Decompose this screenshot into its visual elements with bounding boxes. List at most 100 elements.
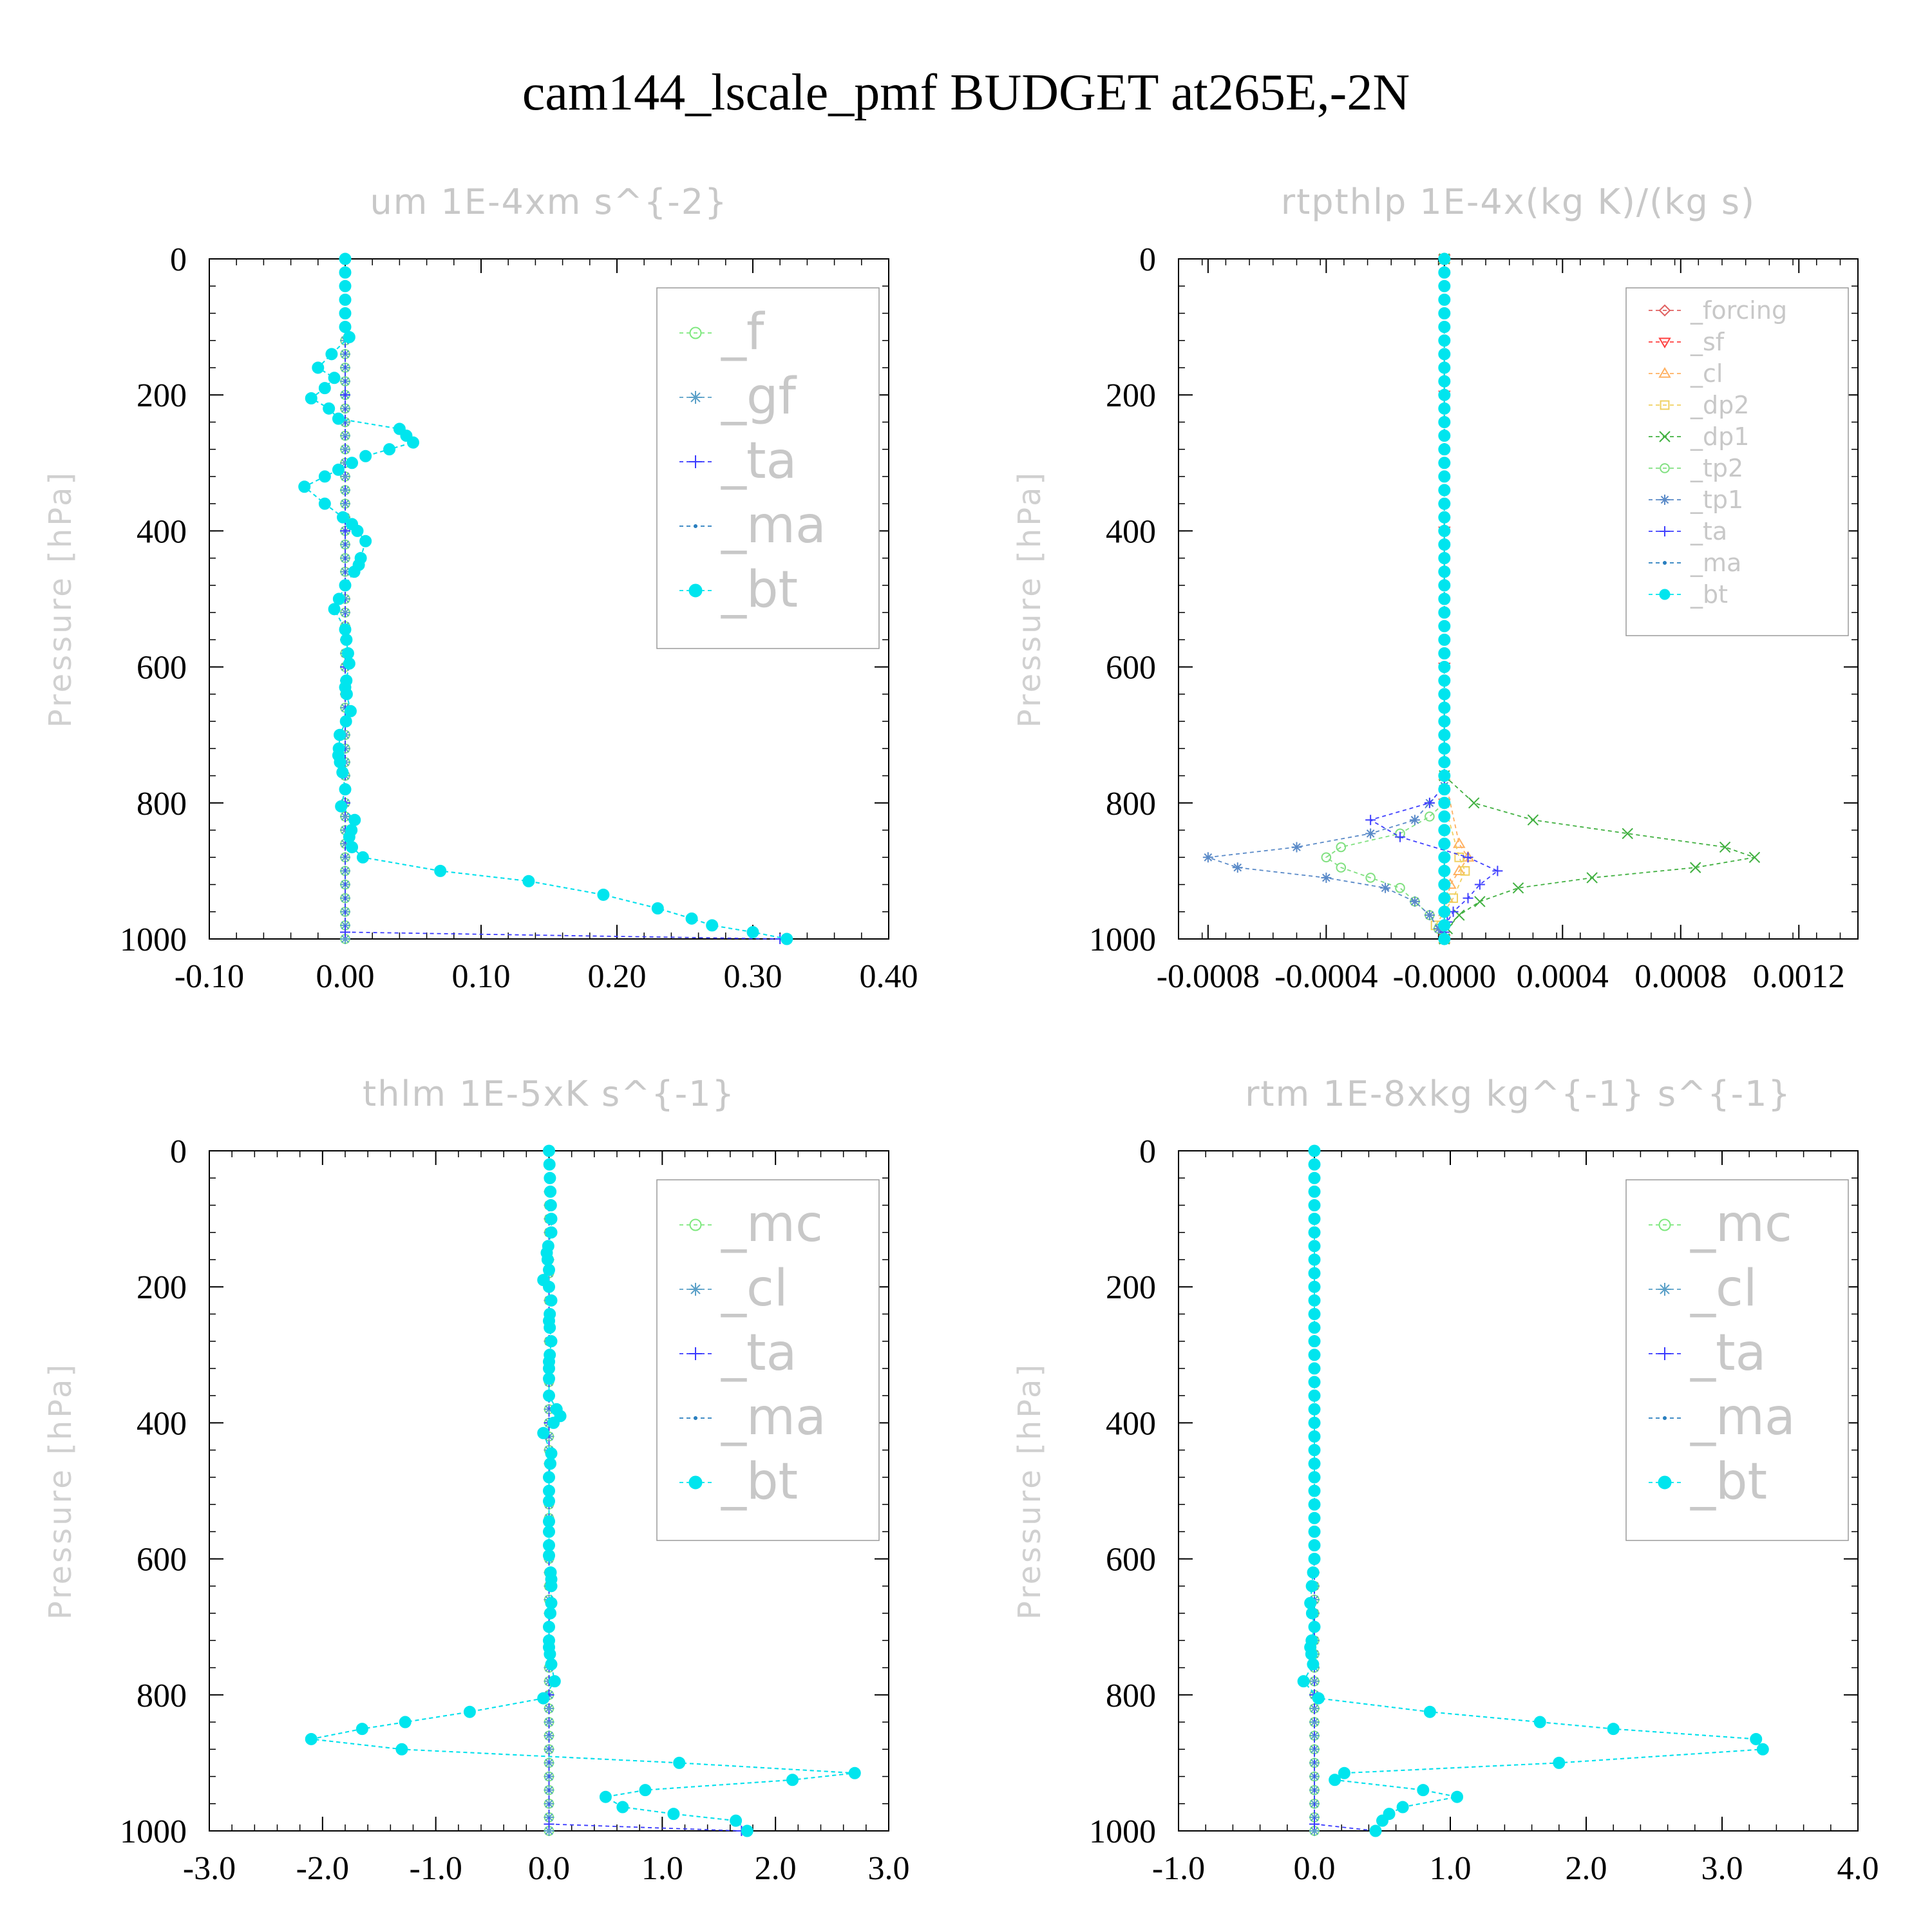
legend-label-ta: _ta xyxy=(721,432,797,490)
series-dp1-marker xyxy=(1749,852,1759,862)
legend-label-ta: _ta xyxy=(721,1324,797,1382)
series-bt-marker xyxy=(1309,1621,1320,1633)
series-bt-marker xyxy=(1439,851,1450,863)
series-bt-marker xyxy=(1424,1706,1435,1718)
series-bt-marker xyxy=(339,784,351,795)
series-tp1-marker xyxy=(1380,883,1390,893)
legend: _mc_cl_ta_ma_bt xyxy=(1626,1180,1848,1540)
series-bt-marker xyxy=(545,1199,556,1211)
series-bt-marker xyxy=(1309,1172,1320,1184)
series-bt-marker xyxy=(545,1567,556,1578)
series-bt-marker xyxy=(1439,729,1450,741)
series-bt-marker xyxy=(1439,348,1450,360)
x-tick-label: -0.10 xyxy=(175,958,244,995)
series-bt-marker xyxy=(343,658,355,669)
series-ta-marker xyxy=(1395,832,1405,842)
series-bt-marker xyxy=(1305,1597,1316,1609)
series-bt-marker xyxy=(1439,389,1450,401)
y-axis-label: Pressure [hPa] xyxy=(1012,470,1048,728)
series-bt-marker xyxy=(1439,471,1450,482)
legend-ma-marker xyxy=(694,1416,697,1420)
series-bt-marker xyxy=(339,267,351,278)
series-bt-marker xyxy=(1439,430,1450,442)
y-tick-label: 600 xyxy=(1106,650,1156,687)
series-bt-marker xyxy=(747,926,759,938)
series-bt-marker xyxy=(1309,1376,1320,1388)
series-bt-marker xyxy=(545,1580,557,1592)
chart-panel-3: thlm 1E-5xK s^{-1}Pressure [hPa]-3.0 -2.0… xyxy=(43,1074,910,1887)
x-tick-label: 4.0 xyxy=(1837,1850,1879,1887)
series-bt-marker xyxy=(1439,770,1450,782)
series-bt-marker xyxy=(1309,1145,1320,1157)
series-bt-marker xyxy=(1309,1431,1320,1443)
series-bt-marker xyxy=(341,688,352,700)
series-bt-marker xyxy=(384,444,395,455)
panel-title: thlm 1E-5xK s^{-1} xyxy=(363,1074,735,1114)
series-bt-marker xyxy=(706,920,718,931)
series-bt-marker xyxy=(464,1706,475,1718)
series-bt-marker xyxy=(686,913,697,924)
series-bt-marker xyxy=(1439,824,1450,836)
series-bt-marker xyxy=(328,603,340,615)
series-bt-marker xyxy=(401,430,412,442)
x-tick-label: 0.0004 xyxy=(1517,958,1609,995)
chart-panel-4: rtm 1E-8xkg kg^{-1} s^{-1}Pressure [hPa]… xyxy=(1012,1074,1879,1887)
series-bt-marker xyxy=(545,1658,557,1670)
series-bt-marker xyxy=(1439,335,1450,346)
series-bt-marker xyxy=(1417,1785,1429,1796)
series-bt-marker xyxy=(544,1172,556,1184)
series-bt-marker xyxy=(1757,1743,1768,1755)
series-bt-marker xyxy=(1439,307,1450,319)
x-tick-label: -3.0 xyxy=(183,1850,236,1887)
series-bt-marker xyxy=(299,481,310,493)
y-tick-label: 200 xyxy=(1106,1269,1156,1306)
series-bt-marker xyxy=(781,933,793,945)
panels-group: um 1E-4xm s^{-2}Pressure [hPa]-0.10 0.00 0… xyxy=(43,182,1879,1887)
series-bt-marker xyxy=(545,1458,556,1470)
series-bt-marker xyxy=(1439,593,1450,605)
series-bt-marker xyxy=(1306,1580,1318,1592)
series-bt-marker xyxy=(1439,375,1450,387)
legend-ma-marker xyxy=(1663,1416,1667,1420)
series-bt-marker xyxy=(545,1227,557,1238)
series-bt-marker xyxy=(399,1716,411,1728)
series-bt-marker xyxy=(545,1607,556,1619)
series-bt-marker xyxy=(1439,906,1450,918)
series-bt-marker xyxy=(341,634,352,645)
series-bt-marker xyxy=(1439,566,1450,578)
series-bt-marker xyxy=(352,525,363,536)
series-bt-marker xyxy=(1439,661,1450,673)
series-dp1-marker xyxy=(1528,815,1538,825)
series-bt-marker xyxy=(544,1634,555,1646)
y-tick-label: 200 xyxy=(1106,377,1156,414)
series-bt-marker xyxy=(652,902,663,914)
series-bt-marker xyxy=(1439,675,1450,687)
series-bt-marker xyxy=(1309,1159,1320,1170)
series-bt-marker xyxy=(542,1240,554,1252)
legend-label-ma: _ma xyxy=(721,497,826,554)
series-bt-marker xyxy=(356,1723,368,1735)
series-tp1-marker xyxy=(1425,910,1435,920)
legend: _mc_cl_ta_ma_bt xyxy=(657,1180,879,1540)
series-bt-marker xyxy=(545,1186,556,1197)
series-dp1-marker xyxy=(1587,873,1597,883)
series-bt-marker xyxy=(598,889,609,900)
series-bt-marker xyxy=(1309,1227,1320,1238)
series-bt-marker xyxy=(1309,1390,1320,1401)
series-bt-marker xyxy=(1439,416,1450,428)
series-bt-marker xyxy=(1329,1774,1341,1786)
legend-label-gf: _gf xyxy=(721,368,797,426)
x-tick-label: 0.0 xyxy=(1294,1850,1336,1887)
x-tick-label: -2.0 xyxy=(296,1850,349,1887)
series-bt-marker xyxy=(544,1322,556,1334)
legend-label-cl: _cl xyxy=(1690,359,1723,388)
x-tick-label: 1.0 xyxy=(1430,1850,1472,1887)
series-bt-marker xyxy=(1439,933,1450,945)
series-bt-marker xyxy=(357,851,368,863)
series-bt-marker xyxy=(360,535,372,547)
series-bt-marker xyxy=(1439,743,1450,754)
series-bt-marker xyxy=(339,294,351,305)
series-bt-marker xyxy=(1439,879,1450,891)
series-bt-marker xyxy=(1439,498,1450,509)
series-bt-marker xyxy=(544,1485,555,1497)
